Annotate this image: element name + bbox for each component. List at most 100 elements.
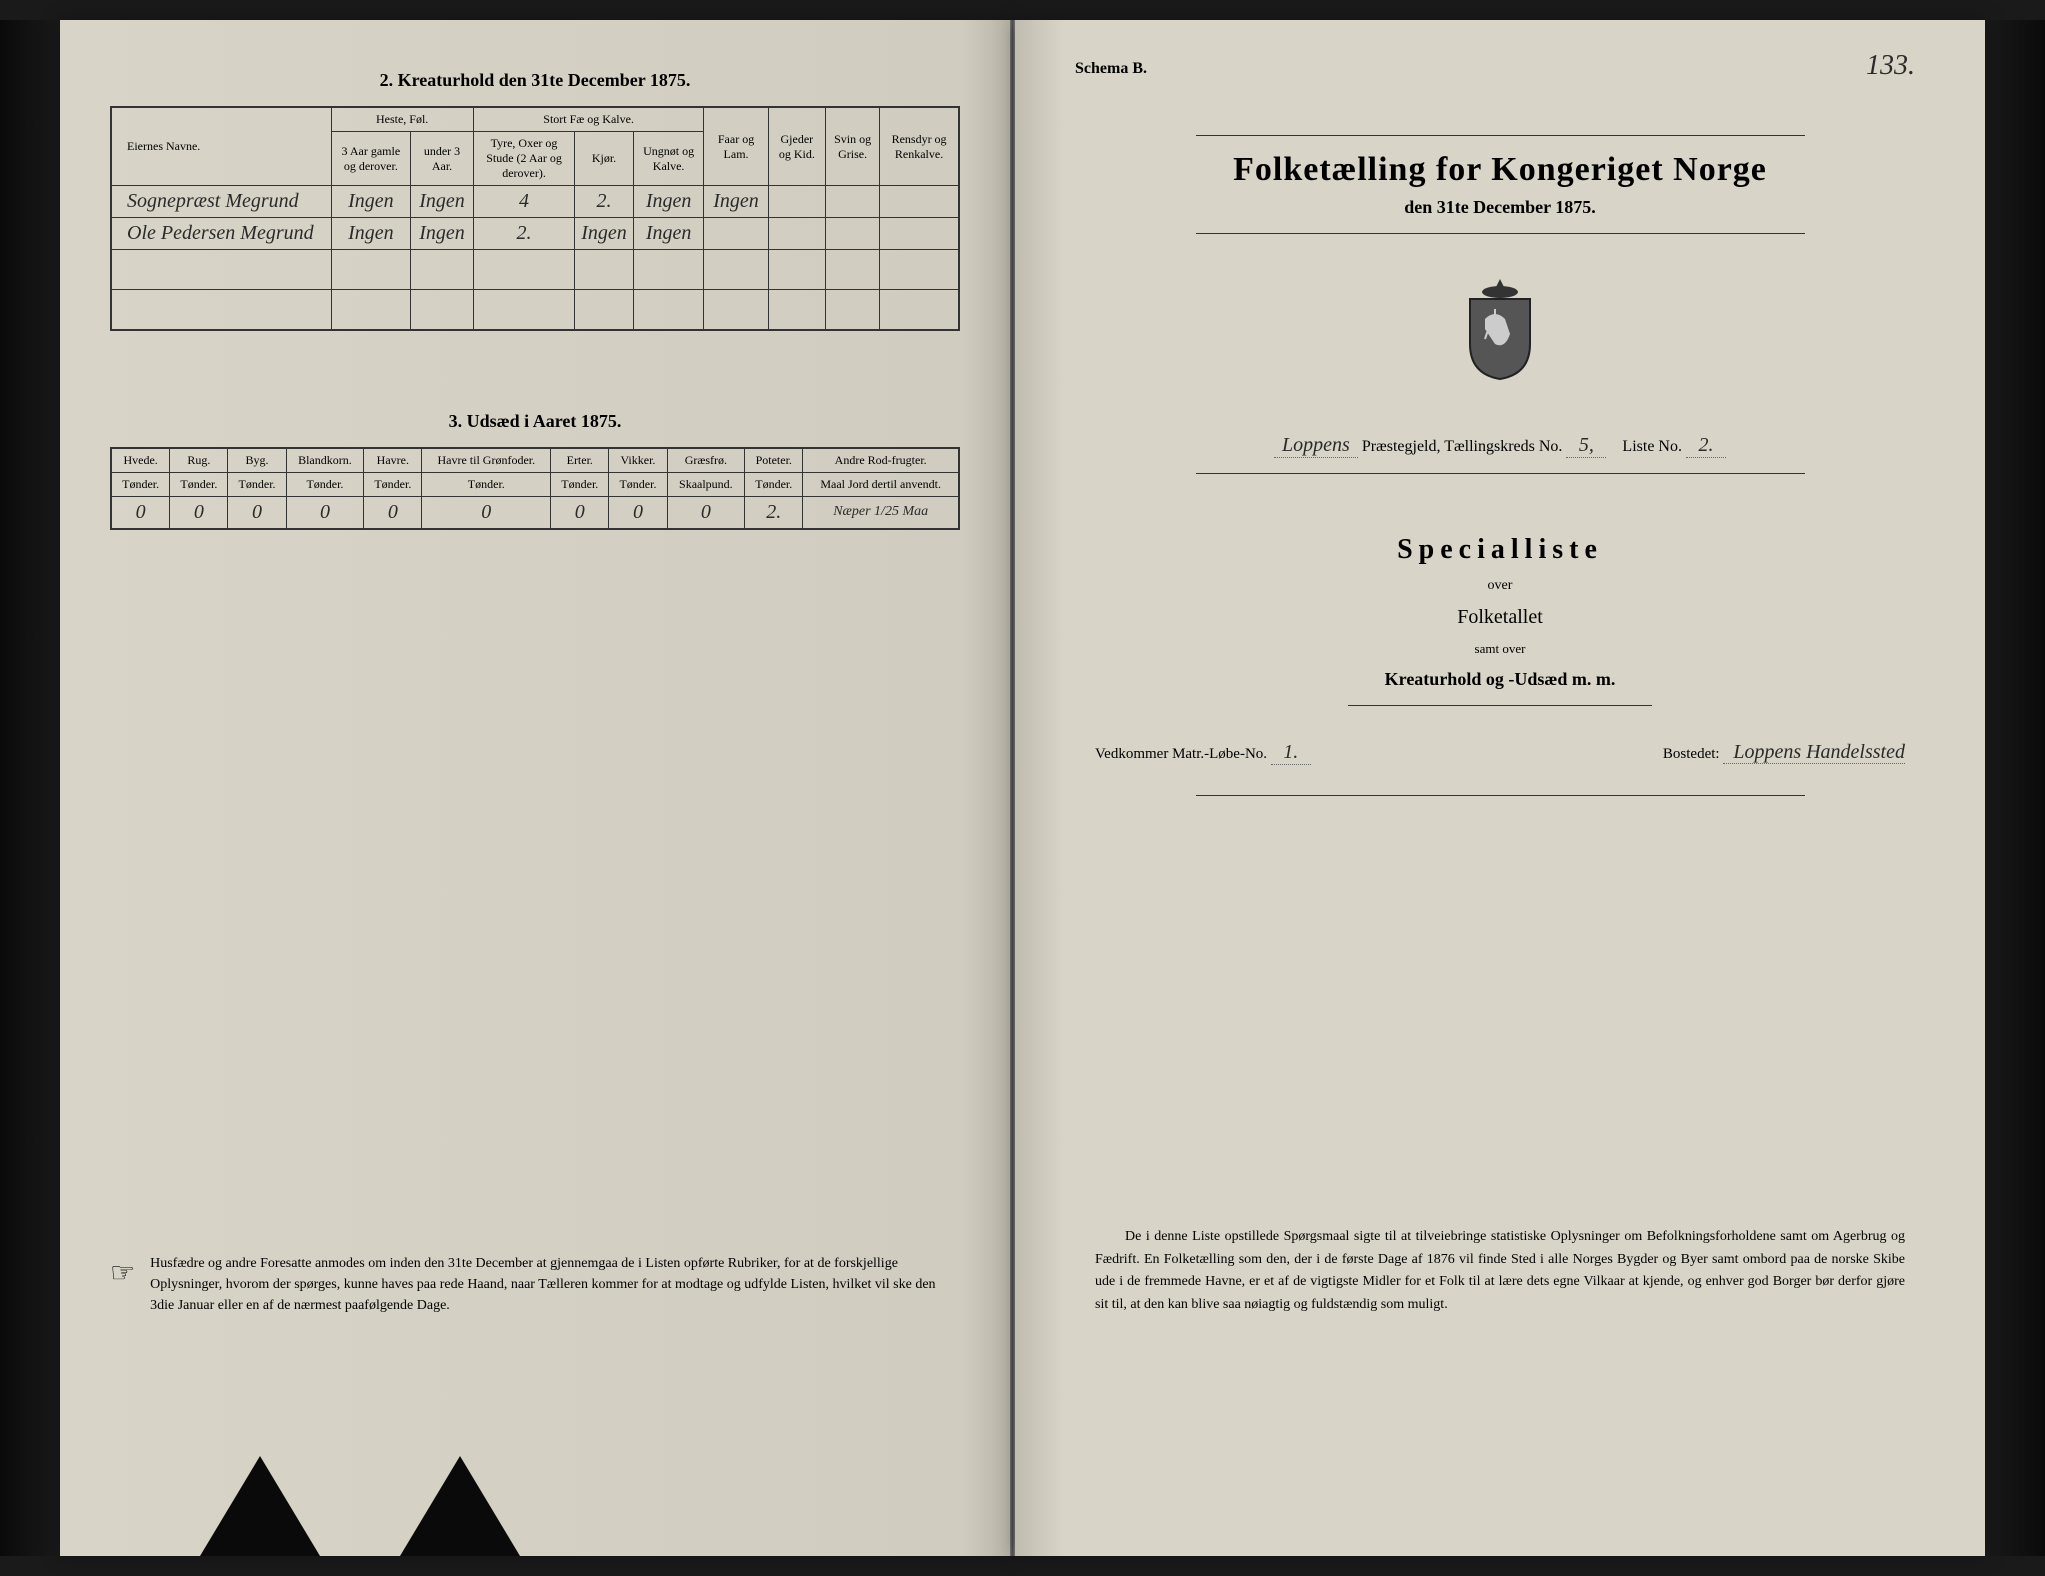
col-cattle-1: Tyre, Oxer og Stude (2 Aar og derover). [473,132,574,186]
folketallet: Folketallet [1065,606,1935,629]
binding-left [0,20,60,1556]
table-row [111,290,959,330]
col-goats: Gjeder og Kid. [768,107,825,186]
cell: Ingen [411,218,474,250]
col: Erter. [551,448,609,473]
col-cattle-2: Kjør. [575,132,634,186]
owner-name: Ole Pedersen Megrund [111,218,331,250]
unit: Tønder. [286,472,364,496]
district-name: Loppens [1274,434,1358,458]
cell: 0 [551,496,609,529]
samt-over: samt over [1065,641,1935,657]
section-3: 3. Udsæd i Aaret 1875. Hvede. Rug. Byg. … [110,411,960,530]
unit: Tønder. [609,472,667,496]
page-number: 133. [1866,50,1915,82]
table-row: 0 0 0 0 0 0 0 0 0 2. Næper 1/25 Maa [111,496,959,529]
col: Græsfrø. [667,448,745,473]
kreatur-line: Kreaturhold og -Udsæd m. m. [1065,669,1935,690]
rule [1196,135,1805,136]
col-sheep: Faar og Lam. [704,107,768,186]
cell: Næper 1/25 Maa [803,496,959,529]
unit: Tønder. [228,472,286,496]
col: Rug. [170,448,228,473]
cell: Ingen [411,186,474,218]
district-label: Præstegjeld, Tællingskreds No. [1362,438,1563,455]
rule [1196,233,1805,234]
bosted-label: Bostedet: [1663,746,1720,762]
table-unit-row: Tønder. Tønder. Tønder. Tønder. Tønder. … [111,472,959,496]
livestock-table: Eiernes Navne. Heste, Føl. Stort Fæ og K… [110,106,960,331]
unit: Skaalpund. [667,472,745,496]
cell: Ingen [331,218,411,250]
cell: 0 [286,496,364,529]
unit: Tønder. [364,472,422,496]
col-reindeer: Rensdyr og Renkalve. [880,107,959,186]
col: Andre Rod-frugter. [803,448,959,473]
cell: 0 [228,496,286,529]
photo-thumb [400,1456,520,1556]
col: Havre til Grønfoder. [422,448,551,473]
col: Havre. [364,448,422,473]
kreds-no: 5, [1566,434,1606,458]
unit: Tønder. [170,472,228,496]
left-page: 2. Kreaturhold den 31te December 1875. E… [60,20,1010,1556]
cell: 0 [111,496,170,529]
col-owners: Eiernes Navne. [111,107,331,186]
binding-right [1985,20,2045,1556]
table-header-row: Hvede. Rug. Byg. Blandkorn. Havre. Havre… [111,448,959,473]
unit: Tønder. [551,472,609,496]
rule [1196,795,1805,796]
col-cattle: Stort Fæ og Kalve. [473,107,704,132]
col: Vikker. [609,448,667,473]
cell: Ingen [331,186,411,218]
section-2-title: 2. Kreaturhold den 31te December 1875. [110,70,960,91]
liste-label: Liste No. [1622,438,1682,455]
cell: 2. [745,496,803,529]
title-block: Folketælling for Kongeriget Norge den 31… [1065,60,1935,796]
cell: Ingen [575,218,634,250]
rule [1348,705,1653,706]
cell [880,218,959,250]
owner-name: Sognepræst Megrund [111,186,331,218]
col-pigs: Svin og Grise. [826,107,880,186]
bosted-line: Vedkommer Matr.-Løbe-No. 1. Bostedet: Lo… [1065,741,1935,765]
liste-no: 2. [1686,434,1726,458]
cell: 0 [364,496,422,529]
col: Byg. [228,448,286,473]
unit: Tønder. [111,472,170,496]
table-row: Ole Pedersen Megrund Ingen Ingen 2. Inge… [111,218,959,250]
cell [768,218,825,250]
special-title: Specialliste [1065,534,1935,566]
cell: Ingen [633,218,704,250]
matr-no: 1. [1271,741,1311,765]
cell: Ingen [704,186,768,218]
cell: 0 [170,496,228,529]
col-cattle-3: Ungnøt og Kalve. [633,132,704,186]
schema-label: Schema B. [1075,60,1147,78]
cell: 0 [422,496,551,529]
table-row [111,250,959,290]
unit: Tønder. [422,472,551,496]
col-horses-2: under 3 Aar. [411,132,474,186]
cell: Ingen [633,186,704,218]
cell [704,218,768,250]
cell: 0 [667,496,745,529]
cell: 2. [473,218,574,250]
col: Hvede. [111,448,170,473]
cell: 0 [609,496,667,529]
footer-text: Husfædre og andre Foresatte anmodes om i… [150,1253,960,1316]
table-row: Sognepræst Megrund Ingen Ingen 4 2. Inge… [111,186,959,218]
main-title: Folketælling for Kongeriget Norge [1065,151,1935,189]
right-footer-text: De i denne Liste opstillede Spørgsmaal s… [1095,1226,1905,1316]
col-horses: Heste, Føl. [331,107,473,132]
book-spread: 2. Kreaturhold den 31te December 1875. E… [0,20,2045,1556]
seed-table: Hvede. Rug. Byg. Blandkorn. Havre. Havre… [110,447,960,530]
col-horses-1: 3 Aar gamle og derover. [331,132,411,186]
district-line: Loppens Præstegjeld, Tællingskreds No. 5… [1065,434,1935,458]
unit: Maal Jord dertil anvendt. [803,472,959,496]
matr-block: Vedkommer Matr.-Løbe-No. 1. [1095,741,1311,765]
bosted-value: Loppens Handelssted [1723,741,1905,764]
rule [1196,473,1805,474]
cell: 4 [473,186,574,218]
photo-thumb [200,1456,320,1556]
